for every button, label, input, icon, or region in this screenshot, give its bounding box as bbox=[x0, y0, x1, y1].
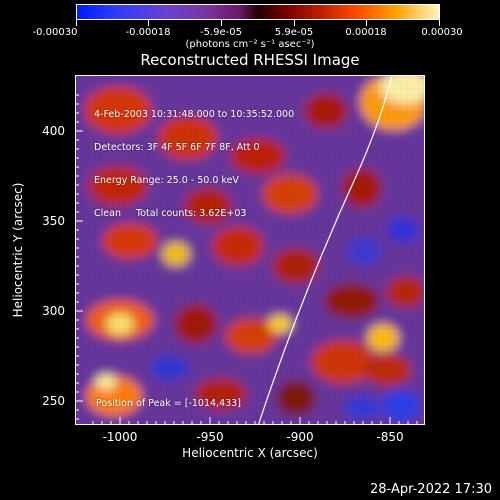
colorbar-unit-label: (photons cm⁻² s⁻¹ asec⁻²) bbox=[185, 39, 315, 50]
colorbar-tick bbox=[148, 19, 149, 26]
colorbar-tick bbox=[221, 19, 222, 26]
colorbar bbox=[76, 4, 440, 20]
colorbar-tick bbox=[366, 19, 367, 26]
y-axis-title: Heliocentric Y (arcsec) bbox=[11, 182, 25, 318]
detectors-line: Detectors: 3F 4F 5F 6F 7F 8F, Att 0 bbox=[94, 142, 260, 153]
colorbar-gradient bbox=[77, 5, 439, 19]
colorbar-tick-label: -5.9e-05 bbox=[200, 27, 242, 38]
colorbar-tick-label: -0.00018 bbox=[125, 27, 171, 38]
clean-counts-line: Clean Total counts: 3.62E+03 bbox=[94, 208, 247, 219]
x-tick-label: -900 bbox=[286, 430, 313, 444]
heatmap-image bbox=[76, 76, 424, 424]
colorbar-tick-label: 5.9e-05 bbox=[274, 27, 314, 38]
y-tick-label: 350 bbox=[42, 214, 65, 228]
energy-range-line: Energy Range: 25.0 - 50.0 keV bbox=[94, 175, 239, 186]
colorbar-tick bbox=[76, 19, 77, 26]
colorbar-tick-label: 0.00018 bbox=[345, 27, 387, 38]
colorbar-tick-label: 0.00030 bbox=[421, 27, 463, 38]
plot-area: 4-Feb-2003 10:31:48.000 to 10:35:52.000 … bbox=[75, 75, 425, 425]
x-tick-label: -950 bbox=[196, 430, 223, 444]
image-title: Reconstructed RHESSI Image bbox=[140, 51, 360, 69]
x-axis-title: Heliocentric X (arcsec) bbox=[182, 446, 318, 460]
y-tick-label: 250 bbox=[42, 394, 65, 408]
colorbar-tick-label: -0.00030 bbox=[32, 27, 78, 38]
colorbar-tick bbox=[294, 19, 295, 26]
observation-info: 4-Feb-2003 10:31:48.000 to 10:35:52.000 … bbox=[94, 87, 294, 241]
y-tick-label: 300 bbox=[42, 304, 65, 318]
timestamp: 28-Apr-2022 17:30 bbox=[370, 482, 492, 497]
observation-time: 4-Feb-2003 10:31:48.000 to 10:35:52.000 bbox=[94, 109, 295, 120]
colorbar-tick bbox=[439, 19, 440, 26]
x-tick-label: -850 bbox=[376, 430, 403, 444]
x-tick-label: -1000 bbox=[103, 430, 138, 444]
peak-position: Position of Peak = [-1014,433] bbox=[96, 398, 241, 409]
y-tick-label: 400 bbox=[42, 124, 65, 138]
